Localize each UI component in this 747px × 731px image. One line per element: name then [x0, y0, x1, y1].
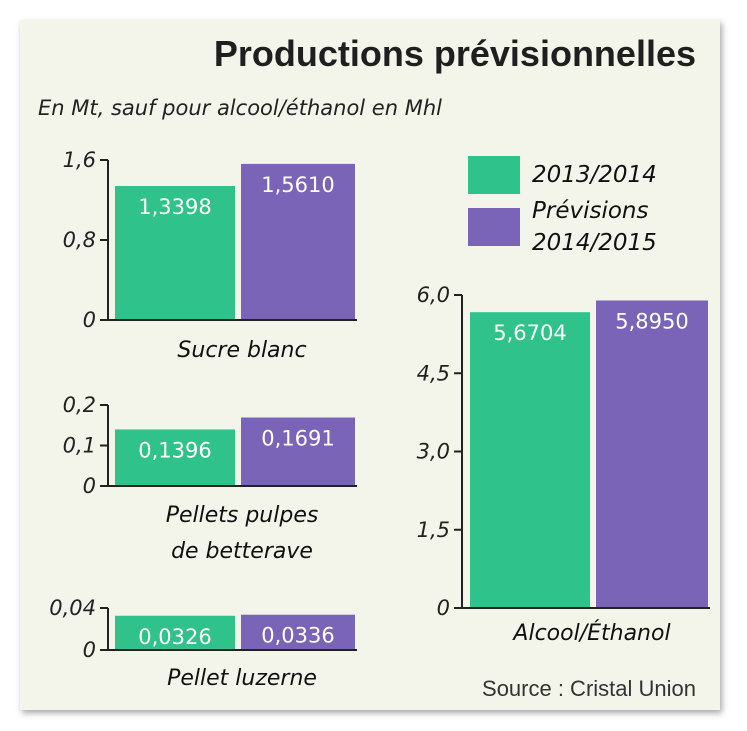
category-label: de betterave — [171, 539, 313, 564]
y-tick-label: 0,1 — [63, 434, 96, 458]
bar-panel-2: 0,1396 0,1691 0 0,1 0,2 Pellets pulpes de bett… — [63, 393, 357, 564]
y-tick-label: 0 — [83, 638, 96, 662]
chart-subtitle: En Mt, sauf pour alcool/éthanol en Mhl — [38, 96, 442, 120]
legend-swatch-2 — [468, 208, 520, 246]
bar-3-2 — [241, 614, 355, 650]
y-tick-label: 6,0 — [417, 283, 450, 307]
legend-label-1: 2013/2014 — [532, 162, 657, 188]
bar-value-label: 0,0336 — [261, 624, 334, 648]
bar-value-label: 0,1691 — [261, 427, 334, 451]
y-tick-label: 0,04 — [49, 596, 96, 620]
chart-panel: Productions prévisionnelles En Mt, sauf … — [20, 20, 720, 710]
chart-title: Productions prévisionnelles — [214, 33, 696, 74]
legend: 2013/2014 Prévisions 2014/2015 — [468, 156, 657, 256]
y-tick-label: 0 — [83, 474, 96, 498]
y-tick-label: 0,2 — [63, 393, 96, 417]
bar-panel-3: 0,0326 0,0336 0 0,04 Pellet luzerne — [49, 596, 357, 691]
bar-value-label: 5,8950 — [615, 309, 688, 333]
bar-2-2 — [241, 417, 355, 486]
y-tick-label: 4,5 — [417, 361, 450, 385]
bar-panel-4: 5,6704 5,8950 0 1,5 3,0 4,5 6,0 Alcool/Éthanol — [417, 283, 710, 646]
source-note: Source : Cristal Union — [482, 676, 696, 701]
y-tick-label: 3,0 — [417, 440, 450, 464]
bar-panel-1: 1,3398 1,5610 0 0,8 1,6 Sucre blanc — [63, 148, 357, 363]
bar-4-2 — [596, 300, 708, 608]
legend-label-2: Prévisions — [532, 198, 648, 224]
category-label: Sucre blanc — [177, 338, 306, 363]
category-label: Alcool/Éthanol — [511, 620, 670, 646]
bar-value-label: 1,5610 — [261, 173, 334, 197]
bar-value-label: 1,3398 — [138, 195, 211, 219]
bar-value-label: 0,0326 — [138, 625, 211, 649]
chart-canvas: Productions prévisionnelles En Mt, sauf … — [38, 33, 710, 701]
y-tick-label: 1,6 — [63, 148, 96, 172]
legend-label-2: 2014/2015 — [532, 230, 657, 256]
y-tick-label: 0 — [83, 308, 96, 332]
y-tick-label: 0 — [437, 596, 450, 620]
bar-1-2 — [241, 163, 355, 320]
category-label: Pellet luzerne — [167, 666, 317, 691]
y-tick-label: 1,5 — [417, 518, 450, 542]
bar-4-1 — [470, 312, 590, 608]
bar-1-1 — [115, 186, 235, 320]
bar-value-label: 5,6704 — [493, 321, 566, 345]
legend-swatch-1 — [468, 156, 520, 194]
category-label: Pellets pulpes — [166, 503, 319, 528]
y-tick-label: 0,8 — [63, 228, 96, 252]
bar-3-1 — [115, 615, 235, 650]
bar-value-label: 0,1396 — [138, 438, 211, 462]
bar-2-1 — [115, 429, 235, 486]
